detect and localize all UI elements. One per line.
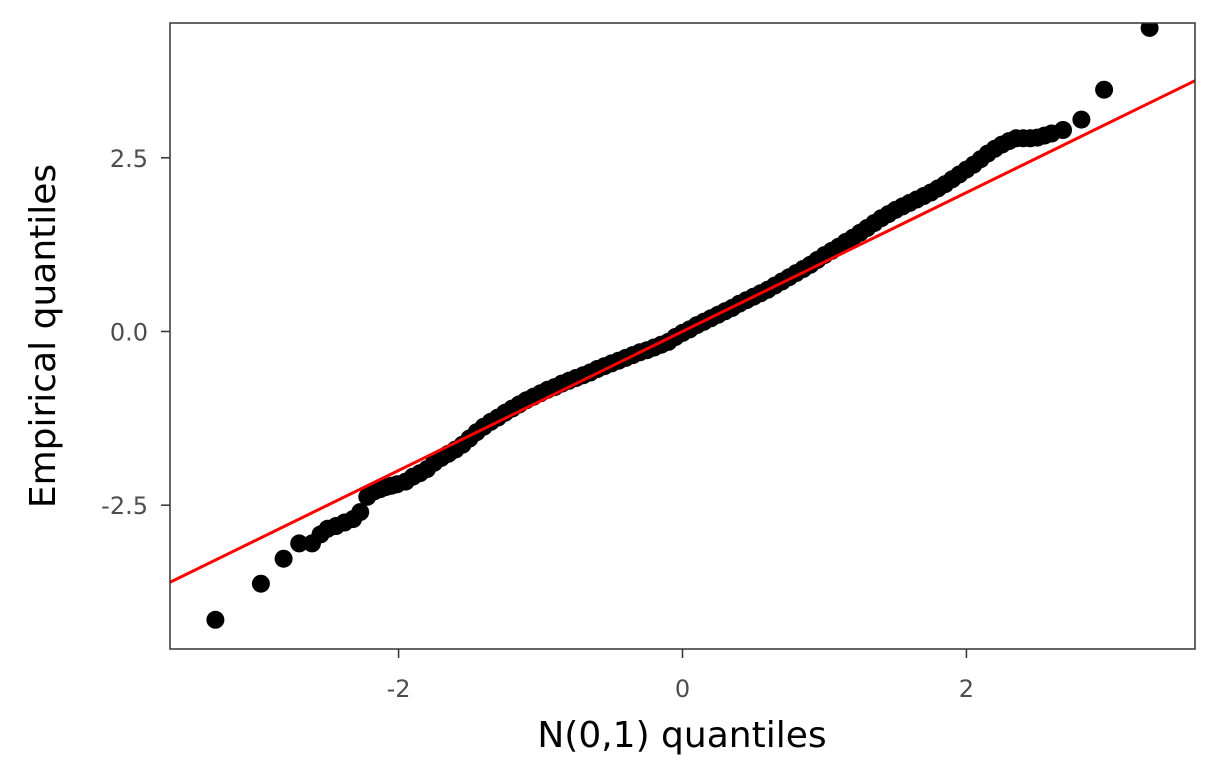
y-tick-label: -2.5 bbox=[101, 492, 148, 520]
x-axis-title: N(0,1) quantiles bbox=[537, 715, 826, 756]
y-tick-label: 2.5 bbox=[110, 145, 148, 173]
data-point bbox=[290, 534, 309, 553]
data-point bbox=[274, 549, 293, 568]
data-point bbox=[1095, 80, 1114, 99]
data-point bbox=[1140, 23, 1159, 37]
data-point bbox=[251, 574, 270, 593]
data-point bbox=[1054, 121, 1072, 139]
reference-line bbox=[170, 79, 1195, 584]
y-tick-label: 0.0 bbox=[110, 318, 148, 346]
x-tick-label: -2 bbox=[387, 675, 411, 703]
x-axis: -2 0 2 bbox=[387, 649, 974, 703]
y-axis: -2.5 0.0 2.5 bbox=[101, 145, 170, 520]
y-axis-title: Empirical quantiles bbox=[23, 164, 64, 508]
data-point bbox=[351, 503, 370, 522]
x-tick-label: 0 bbox=[675, 675, 690, 703]
data-point bbox=[206, 610, 225, 629]
x-tick-label: 2 bbox=[959, 675, 974, 703]
data-point bbox=[1072, 110, 1091, 129]
